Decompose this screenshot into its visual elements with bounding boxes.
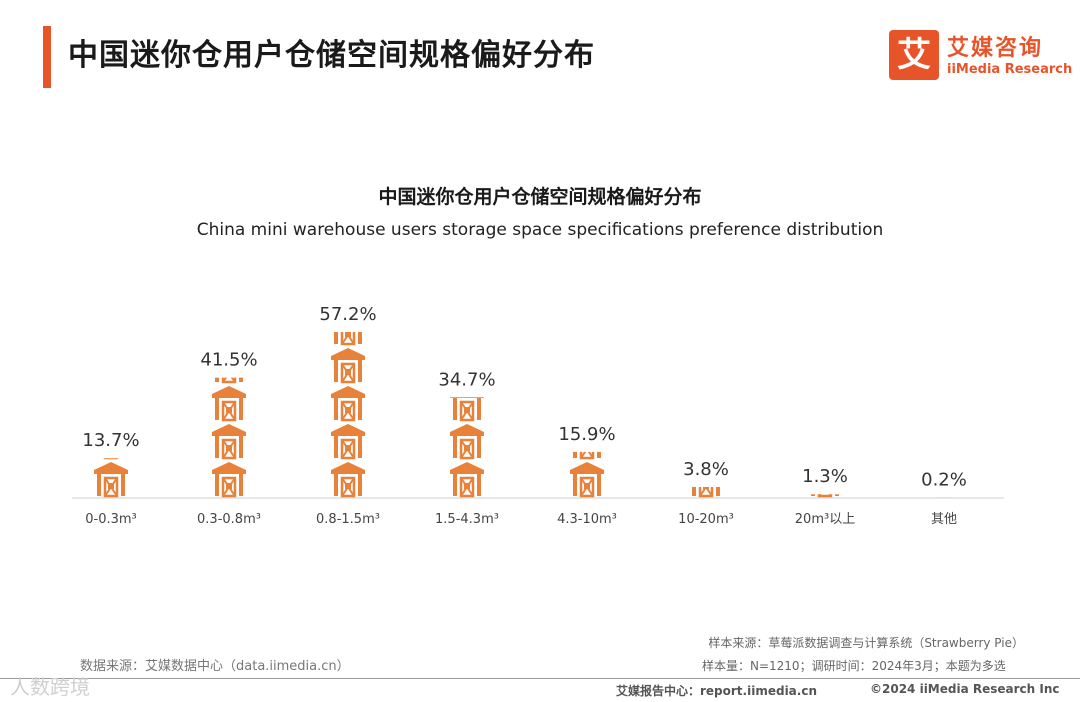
bar-value-label: 15.9%: [558, 424, 615, 445]
x-tick-label: 0.3-0.8m³: [197, 512, 261, 527]
page-title: 中国迷你仓用户仓储空间规格偏好分布: [68, 38, 595, 73]
data-source: 数据来源：艾媒数据中心（data.iimedia.cn）: [80, 659, 350, 674]
iimedia-logo: 艾 艾媒咨询 iiMedia Research: [889, 30, 1072, 80]
x-tick-label: 其他: [931, 512, 957, 527]
x-tick-label: 4.3-10m³: [557, 512, 617, 527]
x-tick-label: 1.5-4.3m³: [435, 512, 499, 527]
x-tick-label: 20m³以上: [795, 512, 855, 527]
sample-source: 样本来源：草莓派数据调查与计算系统（Strawberry Pie）: [708, 636, 1024, 650]
chart-subtitle: China mini warehouse users storage space…: [196, 220, 884, 240]
report-center-link[interactable]: 艾媒报告中心：report.iimedia.cn: [616, 684, 817, 698]
bar-value-label: 1.3%: [802, 466, 848, 487]
bar-value-label: 34.7%: [438, 369, 495, 390]
chart-title: 中国迷你仓用户仓储空间规格偏好分布: [378, 186, 702, 208]
watermark: 人数跨境: [10, 675, 90, 699]
x-tick-label: 0.8-1.5m³: [316, 512, 380, 527]
logo-icon: 艾: [889, 30, 939, 80]
logo-cn-text: 艾媒咨询: [947, 36, 1044, 61]
bar-value-label: 0.2%: [921, 469, 967, 490]
bar-4: [448, 397, 486, 498]
bar-value-label: 41.5%: [200, 350, 257, 371]
copyright: ©2024 iiMedia Research Inc: [870, 682, 1060, 696]
sample-info: 样本量：N=1210；调研时间：2024年3月；本题为多选: [702, 659, 1006, 673]
bar-value-label: 3.8%: [683, 459, 729, 480]
x-tick-label: 10-20m³: [678, 512, 734, 527]
bar-value-label: 13.7%: [82, 430, 139, 451]
title-accent-bar: [43, 26, 51, 88]
footer-divider: [0, 678, 1080, 679]
bar-3: [329, 332, 367, 498]
x-tick-label: 0-0.3m³: [85, 512, 137, 527]
bar-value-label: 57.2%: [319, 304, 376, 325]
logo-en-text: iiMedia Research: [947, 62, 1073, 77]
